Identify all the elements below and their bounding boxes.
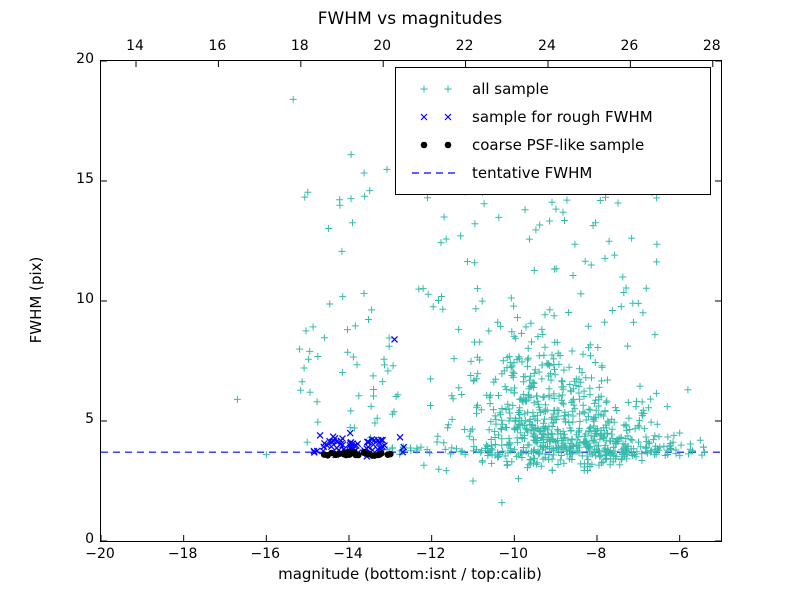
scatter-plot-canvas [101,61,721,541]
dashed-line-icon [412,172,460,174]
x-axis-label: magnitude (bottom:isnt / top:calib) [278,565,542,583]
tick-label: 24 [538,38,556,54]
tick-label: −10 [498,546,529,562]
legend: all sample sample for rough FWHM coarse … [395,67,711,195]
legend-entry-tentative-fwhm: tentative FWHM [408,159,710,187]
tick-label: −20 [85,546,115,562]
tick-label: 14 [126,38,144,54]
tick-label: −16 [250,546,281,562]
tick-label: 26 [620,38,639,54]
tick-label: −12 [415,546,446,562]
tick-label: −18 [167,546,198,562]
tick-label: 0 [85,531,94,547]
legend-entry-all-sample: all sample [408,75,710,103]
y-axis-label: FWHM (pix) [27,256,45,344]
legend-label: tentative FWHM [472,164,593,182]
legend-label: all sample [472,80,549,98]
tick-label: 20 [76,51,94,67]
tick-label: 16 [208,38,227,54]
tick-label: 28 [702,38,721,54]
tick-label: −8 [585,546,607,562]
dot-marker-icon [420,141,452,149]
chart-title: FWHM vs magnitudes [317,9,503,29]
legend-label: sample for rough FWHM [472,108,653,126]
tick-label: −14 [333,546,363,562]
x-marker-icon [420,113,452,121]
legend-entry-rough-fwhm: sample for rough FWHM [408,103,710,131]
tick-label: −6 [668,546,689,562]
legend-label: coarse PSF-like sample [472,136,645,154]
tick-label: 15 [76,171,94,187]
tick-label: 18 [290,38,309,54]
tick-label: 20 [373,38,392,54]
plus-marker-icon [420,85,452,93]
legend-entry-coarse-psf: coarse PSF-like sample [408,131,710,159]
tick-label: 22 [455,38,474,54]
tick-label: 10 [76,291,94,307]
plot-frame [100,60,722,542]
tick-label: 5 [85,411,94,427]
